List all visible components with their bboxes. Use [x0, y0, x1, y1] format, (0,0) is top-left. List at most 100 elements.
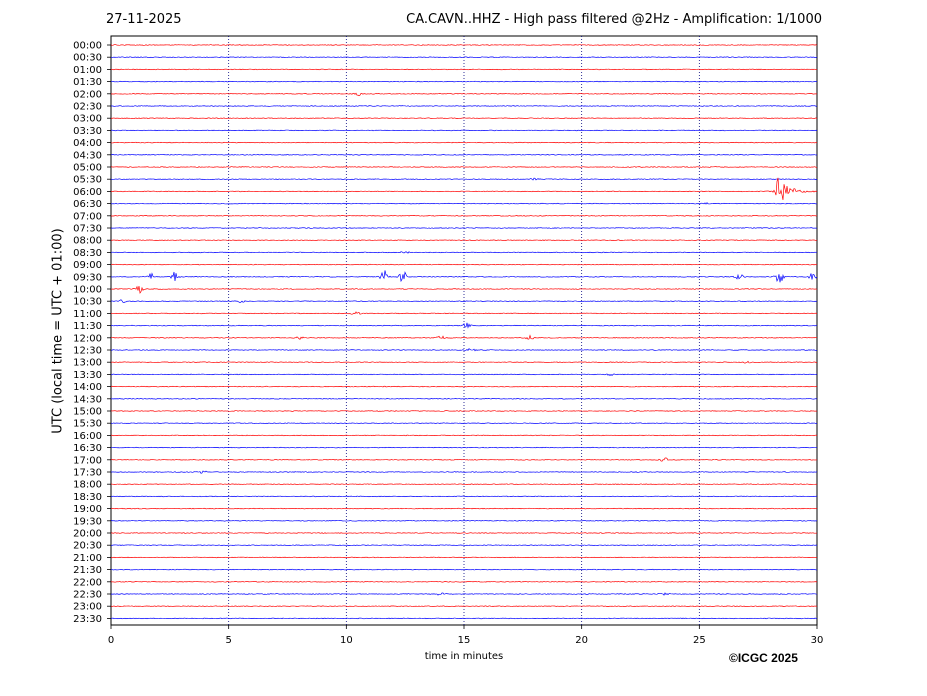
row-label: 04:00	[73, 138, 102, 149]
row-label: 10:30	[73, 297, 102, 308]
trace-group	[110, 44, 818, 620]
trace-21:00	[110, 556, 818, 559]
x-axis-label: time in minutes	[424, 651, 504, 662]
row-label: 02:30	[73, 102, 102, 113]
trace-15:30	[110, 422, 818, 424]
trace-18:30	[110, 495, 818, 498]
row-label: 08:00	[73, 236, 102, 247]
row-label: 17:00	[73, 455, 102, 466]
trace-10:00	[110, 285, 818, 294]
plot-date: 27-11-2025	[106, 12, 182, 27]
trace-19:30	[110, 520, 818, 522]
trace-12:30	[110, 348, 818, 352]
row-label: 15:00	[73, 407, 102, 418]
trace-14:30	[110, 398, 818, 400]
row-label: 14:30	[73, 394, 102, 405]
trace-09:00	[111, 263, 818, 266]
row-label: 16:00	[73, 431, 102, 442]
trace-13:30	[110, 373, 818, 377]
trace-02:00	[110, 92, 818, 97]
row-label: 01:30	[73, 77, 102, 88]
trace-19:00	[110, 507, 818, 510]
trace-08:00	[110, 239, 818, 241]
trace-22:00	[110, 581, 818, 583]
x-tick-label: 20	[575, 635, 588, 646]
trace-23:00	[110, 605, 818, 607]
trace-03:00	[110, 117, 818, 119]
row-label: 20:00	[73, 529, 102, 540]
trace-14:00	[110, 385, 818, 388]
trace-20:30	[110, 544, 818, 546]
trace-08:30	[110, 251, 818, 254]
row-label: 07:30	[73, 224, 102, 235]
row-label: 00:30	[73, 53, 102, 64]
row-label: 13:30	[73, 370, 102, 381]
row-label: 05:30	[73, 175, 102, 186]
row-label: 03:00	[73, 114, 102, 125]
row-label: 08:30	[73, 248, 102, 259]
row-label: 11:30	[73, 321, 102, 332]
x-tick-label: 10	[340, 635, 353, 646]
trace-06:30	[110, 202, 818, 205]
trace-09:30	[110, 270, 818, 283]
x-tick-label: 30	[811, 635, 824, 646]
row-label: 22:00	[73, 577, 102, 588]
trace-16:00	[110, 434, 818, 437]
trace-22:30	[110, 592, 818, 596]
trace-11:30	[110, 322, 818, 329]
row-label: 19:00	[73, 504, 102, 515]
trace-01:30	[110, 80, 818, 83]
trace-12:00	[110, 334, 818, 340]
trace-18:00	[110, 483, 818, 485]
row-label: 12:00	[73, 333, 102, 344]
x-tick-label: 25	[693, 635, 706, 646]
row-label: 19:30	[73, 516, 102, 527]
row-label: 04:30	[73, 150, 102, 161]
row-label: 09:00	[73, 260, 102, 271]
row-label: 16:30	[73, 443, 102, 454]
row-label: 23:30	[73, 614, 102, 625]
trace-15:00	[110, 410, 818, 412]
trace-10:30	[110, 299, 818, 303]
row-label: 11:00	[73, 309, 102, 320]
row-label: 14:00	[73, 382, 102, 393]
trace-01:00	[110, 68, 818, 71]
trace-11:00	[110, 311, 818, 315]
row-label: 17:30	[73, 468, 102, 479]
row-label: 09:30	[73, 272, 102, 283]
trace-23:30	[110, 617, 818, 620]
trace-17:30	[110, 470, 818, 474]
x-tick-label: 15	[458, 635, 471, 646]
row-label: 05:00	[73, 163, 102, 174]
row-label: 12:30	[73, 346, 102, 357]
trace-16:30	[110, 446, 818, 449]
trace-20:00	[110, 532, 818, 534]
row-label: 21:30	[73, 565, 102, 576]
y-axis-label: UTC (local time = UTC + 01:00)	[50, 228, 66, 434]
copyright-label: ©ICGC 2025	[729, 651, 798, 665]
trace-04:00	[110, 141, 818, 144]
trace-04:30	[110, 154, 818, 156]
trace-00:00	[110, 44, 818, 46]
trace-02:30	[110, 105, 818, 107]
x-ticks: 0 5 10 15 20 25 30	[108, 625, 824, 646]
row-label: 15:30	[73, 419, 102, 430]
row-label: 23:00	[73, 602, 102, 613]
trace-00:30	[110, 56, 818, 58]
trace-07:30	[110, 227, 818, 229]
row-label: 06:00	[73, 187, 102, 198]
row-label: 07:00	[73, 211, 102, 222]
trace-05:00	[110, 166, 818, 168]
row-label: 22:30	[73, 590, 102, 601]
trace-03:30	[110, 129, 818, 132]
row-label: 10:00	[73, 285, 102, 296]
x-tick-label: 5	[225, 635, 231, 646]
trace-07:00	[110, 215, 818, 217]
row-label: 06:30	[73, 199, 102, 210]
row-label: 18:00	[73, 480, 102, 491]
trace-05:30	[110, 177, 818, 181]
row-label: 00:00	[73, 41, 102, 52]
row-label: 20:30	[73, 541, 102, 552]
trace-06:00	[110, 177, 818, 200]
trace-13:00	[110, 360, 818, 364]
